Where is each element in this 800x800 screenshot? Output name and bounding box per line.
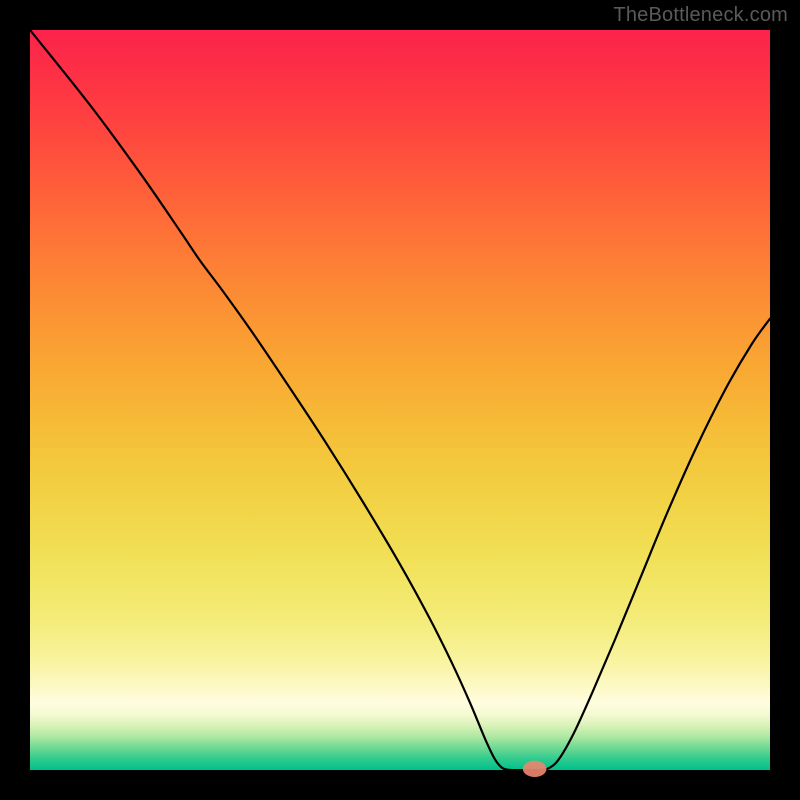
chart-container: TheBottleneck.com xyxy=(0,0,800,800)
optimal-point-marker xyxy=(523,761,547,777)
watermark-text: TheBottleneck.com xyxy=(613,4,788,27)
plot-area xyxy=(30,30,770,770)
bottleneck-chart-svg xyxy=(0,0,800,800)
